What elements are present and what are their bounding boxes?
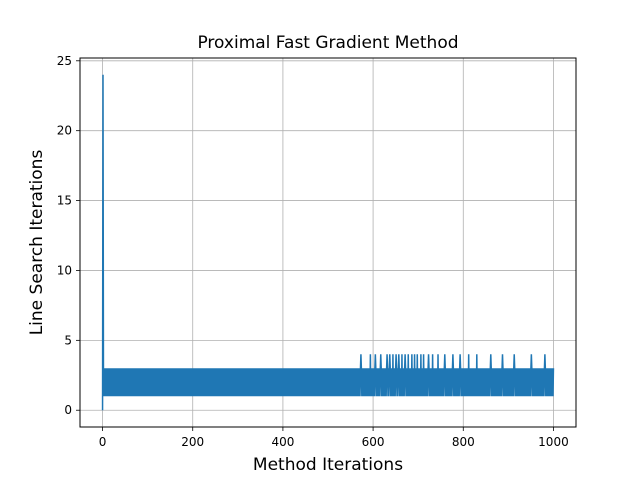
x-tick-label: 1000	[538, 435, 569, 449]
axis-ticks: 0 200 400 600 800 1000 0 5 10 15 20 25	[57, 54, 569, 449]
y-tick-label: 10	[57, 263, 72, 277]
y-tick-label: 20	[57, 124, 72, 138]
plot-frame	[79, 57, 577, 428]
x-tick-label: 600	[362, 435, 385, 449]
x-tick-label: 200	[181, 435, 204, 449]
x-tick-label: 0	[99, 435, 107, 449]
x-tick-label: 400	[271, 435, 294, 449]
x-tick-label: 800	[452, 435, 475, 449]
y-axis-label: Line Search Iterations	[27, 150, 47, 336]
x-axis-label: Method Iterations	[253, 455, 403, 475]
grid-lines	[80, 58, 576, 427]
y-tick-label: 15	[57, 194, 72, 208]
series-line	[101, 74, 555, 411]
y-tick-label: 25	[57, 54, 72, 68]
y-tick-label: 0	[64, 403, 72, 417]
data-layer	[101, 74, 555, 411]
chart-title: Proximal Fast Gradient Method	[197, 33, 458, 53]
y-tick-label: 5	[64, 333, 72, 347]
